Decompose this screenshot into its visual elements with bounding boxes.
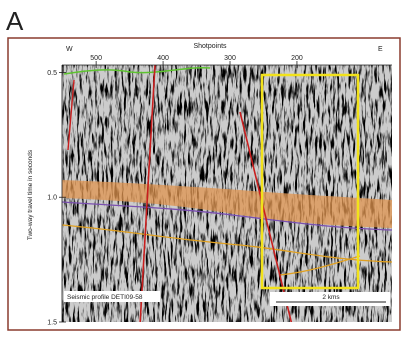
west-label: W: [66, 46, 73, 53]
scale-bar-label: 2 kms: [322, 294, 340, 301]
x-axis-title: Shotpoints: [193, 43, 227, 50]
y-tick-label: 0.5: [47, 70, 57, 77]
panel-label: A: [6, 6, 24, 36]
seismic-section: [62, 65, 392, 325]
profile-label: Seismic profile DETI09-58: [67, 294, 143, 301]
x-tick-label: 400: [157, 55, 169, 62]
x-tick-label: 500: [90, 55, 102, 62]
y-axis-title: Two-way travel time in seconds: [27, 149, 34, 240]
x-tick-label: 300: [224, 55, 236, 62]
y-tick-label: 1.5: [47, 320, 57, 327]
figure: A W Shotpoints E Two-way travel time in …: [0, 0, 405, 334]
x-tick-label: 200: [291, 55, 303, 62]
y-tick-label: 1.0: [47, 195, 57, 202]
east-label: E: [378, 46, 383, 53]
